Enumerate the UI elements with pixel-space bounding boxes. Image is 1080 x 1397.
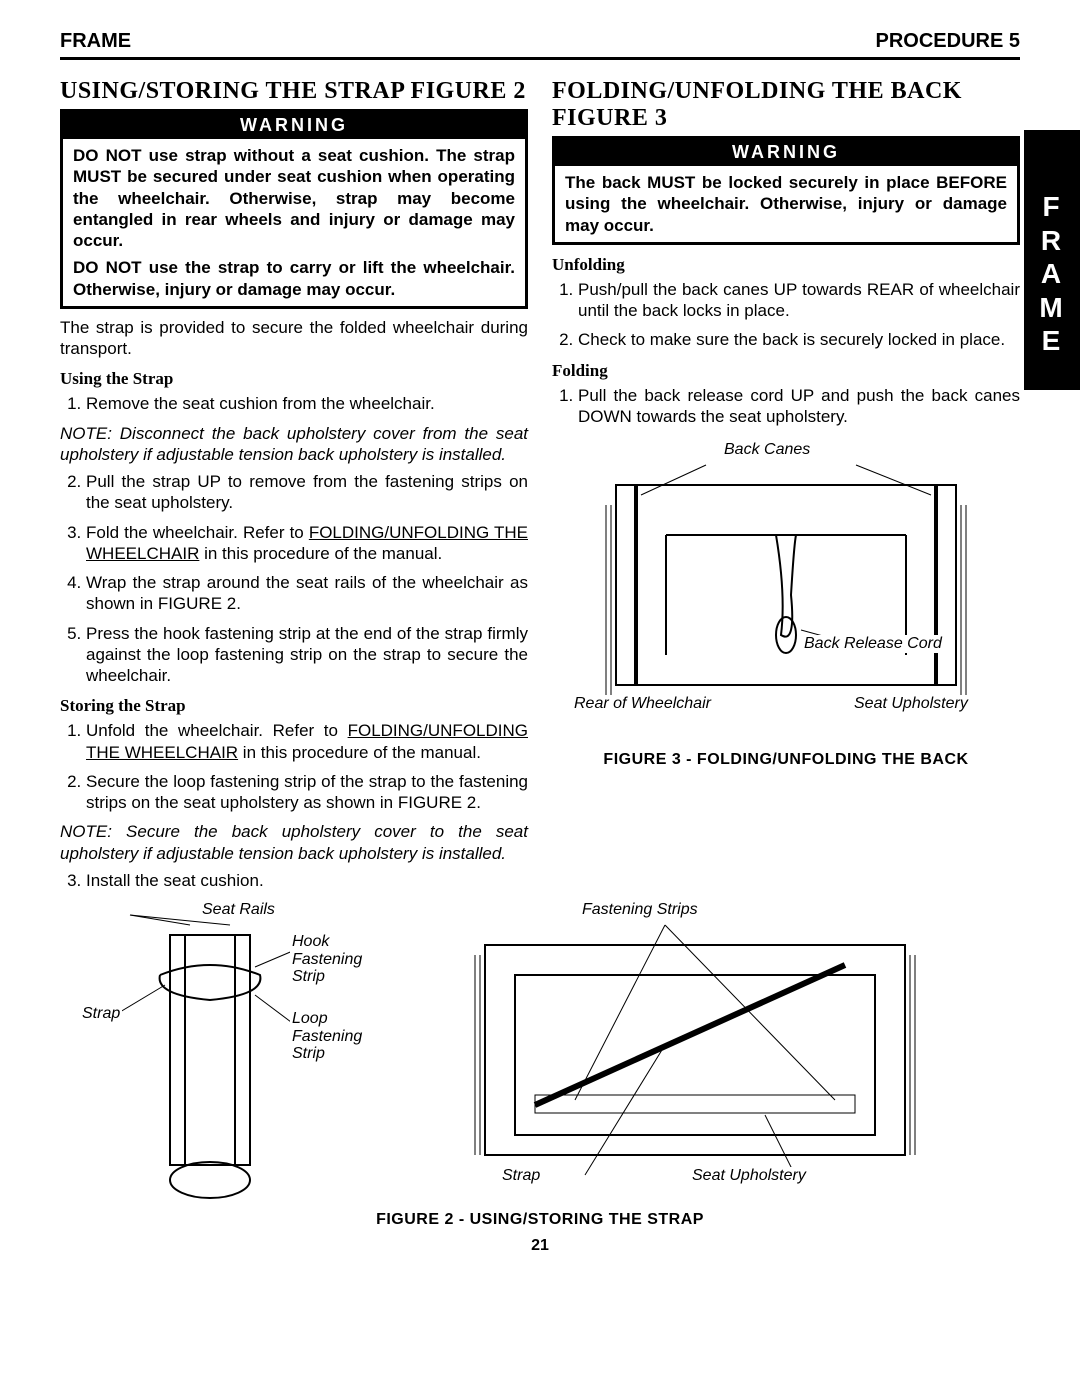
right-section-title: FOLDING/UNFOLDING THE BACK FIGURE 3: [552, 78, 1020, 132]
right-column: FOLDING/UNFOLDING THE BACK FIGURE 3 WARN…: [552, 78, 1020, 899]
using-strap-subhead: Using the Strap: [60, 369, 528, 389]
warning-body-left: DO NOT use strap without a seat cushion.…: [63, 139, 525, 306]
list-item: Pull the strap UP to remove from the fas…: [86, 471, 528, 514]
list-item: Fold the wheelchair. Refer to FOLDING/UN…: [86, 522, 528, 565]
left-section-title: USING/STORING THE STRAP FIGURE 2: [60, 78, 528, 105]
fig2-label-loop: Loop Fastening Strip: [290, 1010, 370, 1063]
side-tab-letter: E: [1042, 324, 1063, 358]
fig3-label-rear: Rear of Wheelchair: [572, 695, 713, 713]
list-item: Unfold the wheelchair. Refer to FOLDING/…: [86, 720, 528, 763]
storing-strap-list: Unfold the wheelchair. Refer to FOLDING/…: [60, 720, 528, 813]
side-tab-frame: F R A M E: [1024, 130, 1080, 390]
warning-header-left: WARNING: [63, 112, 525, 139]
side-tab-letter: A: [1041, 257, 1063, 291]
figure-2b-svg: [370, 905, 1020, 1205]
list-item: Secure the loop fastening strip of the s…: [86, 771, 528, 814]
note-1: NOTE: Disconnect the back upholstery cov…: [60, 423, 528, 466]
side-tab-letter: R: [1041, 224, 1063, 258]
fig3-label-back-release: Back Release Cord: [802, 635, 944, 653]
figure-2-left-diagram: Seat Rails Hook Fastening Strip Strap Lo…: [60, 905, 360, 1205]
page-header: FRAME PROCEDURE 5: [60, 30, 1020, 60]
list-item: Press the hook fastening strip at the en…: [86, 623, 528, 687]
list-item: Push/pull the back canes UP towards REAR…: [578, 279, 1020, 322]
unfolding-subhead: Unfolding: [552, 255, 1020, 275]
folding-list: Pull the back release cord UP and push t…: [552, 385, 1020, 428]
figure-3-diagram: Back Canes Back Release Cord Rear of Whe…: [552, 435, 1020, 745]
list-item: Install the seat cushion.: [86, 870, 528, 891]
header-right: PROCEDURE 5: [876, 30, 1020, 53]
side-tab-letter: F: [1042, 190, 1061, 224]
fig2-label-seat-uph2: Seat Upholstery: [690, 1167, 808, 1185]
figure-2-container: Seat Rails Hook Fastening Strip Strap Lo…: [60, 905, 1020, 1229]
figure-3-container: Back Canes Back Release Cord Rear of Whe…: [552, 435, 1020, 769]
using-strap-list: Remove the seat cushion from the wheelch…: [60, 393, 528, 414]
page-number: 21: [60, 1237, 1020, 1255]
list-item: Check to make sure the back is securely …: [578, 329, 1020, 350]
strap-intro: The strap is provided to secure the fold…: [60, 317, 528, 360]
list-item: Wrap the strap around the seat rails of …: [86, 572, 528, 615]
figure-2-right-diagram: Fastening Strips Strap Seat Upholstery: [370, 905, 1020, 1205]
storing-strap-list-cont: Install the seat cushion.: [60, 870, 528, 891]
list-item: Pull the back release cord UP and push t…: [578, 385, 1020, 428]
fig2-label-seat-rails: Seat Rails: [200, 901, 277, 919]
figure-2-caption: FIGURE 2 - USING/STORING THE STRAP: [60, 1211, 1020, 1229]
page-container: FRAME PROCEDURE 5 USING/STORING THE STRA…: [0, 0, 1080, 1275]
warning-text-2: DO NOT use the strap to carry or lift th…: [73, 257, 515, 300]
figure-3-caption: FIGURE 3 - FOLDING/UNFOLDING THE BACK: [552, 751, 1020, 769]
fig2-label-strap2: Strap: [500, 1167, 542, 1185]
warning-body-right: The back MUST be locked securely in plac…: [555, 166, 1017, 242]
warning-box-right: WARNING The back MUST be locked securely…: [552, 136, 1020, 245]
unfolding-list: Push/pull the back canes UP towards REAR…: [552, 279, 1020, 351]
left-column: USING/STORING THE STRAP FIGURE 2 WARNING…: [60, 78, 528, 899]
side-tab-letter: M: [1039, 291, 1064, 325]
warning-header-right: WARNING: [555, 139, 1017, 166]
content-columns: USING/STORING THE STRAP FIGURE 2 WARNING…: [60, 78, 1020, 899]
folding-subhead: Folding: [552, 361, 1020, 381]
note-2: NOTE: Secure the back upholstery cover t…: [60, 821, 528, 864]
warning-text-1: DO NOT use strap without a seat cushion.…: [73, 145, 515, 251]
list-item: Remove the seat cushion from the wheelch…: [86, 393, 528, 414]
figure-2-row: Seat Rails Hook Fastening Strip Strap Lo…: [60, 905, 1020, 1205]
using-strap-list-cont: Pull the strap UP to remove from the fas…: [60, 471, 528, 686]
fig2-label-strap: Strap: [80, 1005, 122, 1023]
fig2-label-fastening: Fastening Strips: [580, 901, 700, 919]
fig3-label-seat-uph: Seat Upholstery: [852, 695, 970, 713]
storing-strap-subhead: Storing the Strap: [60, 696, 528, 716]
fig3-label-back-canes: Back Canes: [722, 441, 812, 459]
fig2-label-hook: Hook Fastening Strip: [290, 933, 370, 986]
warning-box-left: WARNING DO NOT use strap without a seat …: [60, 109, 528, 309]
header-left: FRAME: [60, 30, 131, 53]
